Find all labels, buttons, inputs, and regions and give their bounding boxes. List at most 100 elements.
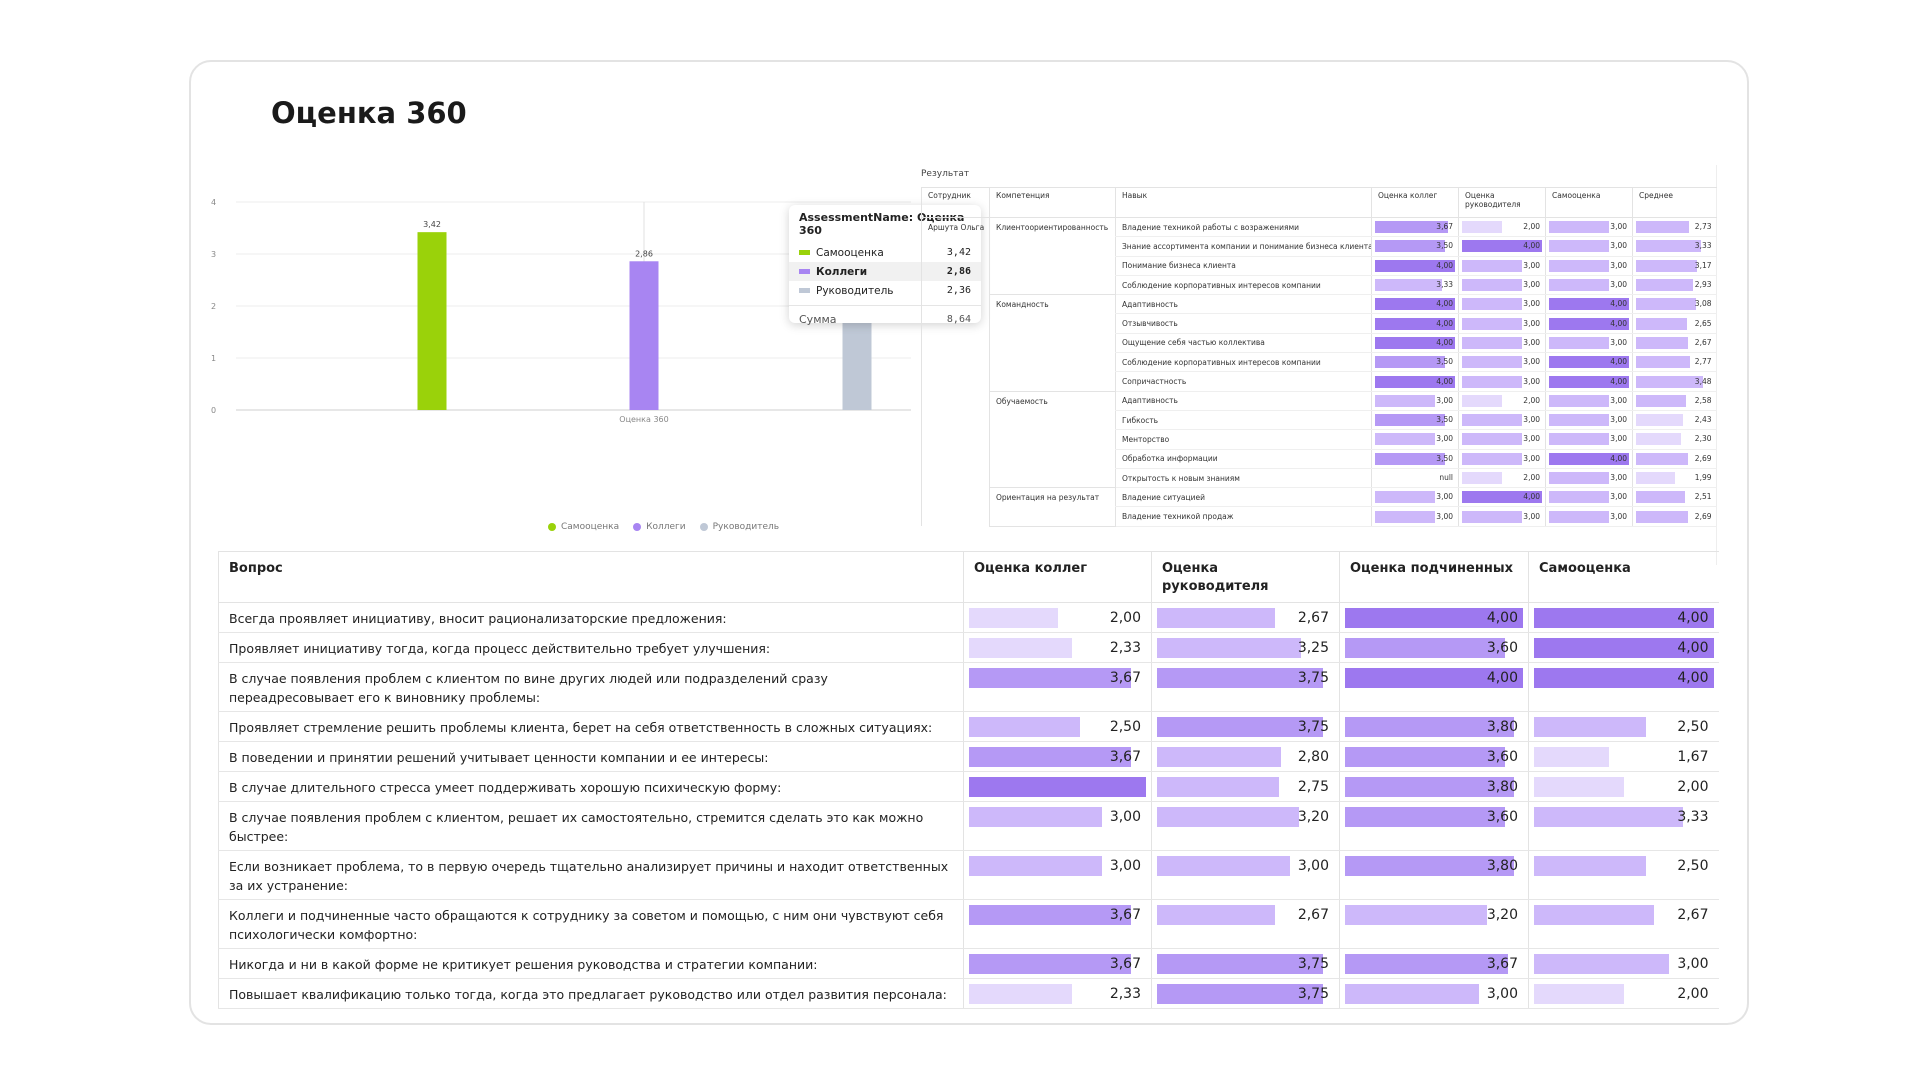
y-tick-label: 2 <box>211 302 216 311</box>
score-bar-cell: 3,00 <box>1462 375 1542 389</box>
score-cell: 3,00 <box>1371 487 1459 508</box>
score-cell: 2,50 <box>1528 711 1719 742</box>
score-value: 2,30 <box>1694 434 1712 444</box>
legend-item[interactable]: Руководитель <box>699 522 779 532</box>
result-table-header[interactable]: Среднее <box>1632 187 1717 218</box>
legend-item[interactable]: Самооценка <box>548 522 619 532</box>
competence-cell: Ориентация на результат <box>989 487 1116 527</box>
score-value: 3,67 <box>1109 749 1141 765</box>
questions-table-row: Коллеги и подчиненные часто обращаются к… <box>218 899 1719 949</box>
score-value: 3,17 <box>1694 260 1712 270</box>
score-cell: 3,20 <box>1151 801 1340 851</box>
score-value: 3,00 <box>1523 434 1540 444</box>
questions-table-row: Повышает квалификацию только тогда, когд… <box>218 978 1719 1009</box>
skill-cell: Гибкость <box>1115 410 1372 431</box>
score-cell: 3,67 <box>963 741 1152 772</box>
score-bar-cell: 3,50 <box>1375 239 1455 253</box>
questions-table-header[interactable]: Оценка руководителя <box>1151 551 1340 603</box>
score-bar <box>1462 240 1542 253</box>
result-table-header[interactable]: Самооценка <box>1545 187 1633 218</box>
score-value: 3,80 <box>1486 858 1518 874</box>
score-cell: 2,75 <box>1151 771 1340 802</box>
legend-label: Самооценка <box>561 522 620 532</box>
score-value: 3,00 <box>1297 858 1329 874</box>
score-bar-cell: 3,25 <box>1157 638 1334 661</box>
score-value: 4,00 <box>1436 260 1453 270</box>
question-cell: В случае появления проблем с клиентом по… <box>218 662 964 712</box>
score-cell: 3,08 <box>1632 294 1717 315</box>
score-cell: 2,69 <box>1632 506 1717 527</box>
bar-value-label: 3,42 <box>423 220 441 229</box>
result-table-header[interactable]: Компетенция <box>989 187 1116 218</box>
score-bar-cell: 4,00 <box>1375 336 1455 350</box>
score-value: 3,60 <box>1486 640 1518 656</box>
score-bar-cell: 3,60 <box>1345 807 1523 830</box>
result-table-row: Обучаемость Адаптивность 3,00 2,00 3,00 2,58 <box>922 391 1717 489</box>
result-table-row: Менторство 3,00 3,00 3,00 2,30 <box>922 429 1717 450</box>
score-cell: 3,50 <box>1371 236 1459 257</box>
questions-table-header[interactable]: Оценка коллег <box>963 551 1152 603</box>
score-bar <box>1157 608 1276 628</box>
score-bar <box>969 984 1073 1004</box>
result-table-header[interactable]: Оценка коллег <box>1371 187 1459 218</box>
question-cell: В поведении и принятии решений учитывает… <box>218 741 964 772</box>
score-value: 3,00 <box>1436 434 1453 444</box>
score-value: 4,00 <box>1610 453 1627 463</box>
score-value: 3,67 <box>1109 670 1141 686</box>
score-bar <box>1345 984 1479 1004</box>
score-bar <box>1345 717 1515 737</box>
score-cell: 3,50 <box>1371 410 1459 431</box>
score-bar-cell: 4,00 <box>1549 355 1629 369</box>
score-value: 2,00 <box>1677 986 1709 1002</box>
result-table-header[interactable]: Оценка руководителя <box>1458 187 1546 218</box>
score-bar <box>1157 807 1299 827</box>
bar-2[interactable] <box>629 261 659 410</box>
score-bar-cell: 4,00 <box>1549 297 1629 311</box>
score-bar <box>1157 777 1279 797</box>
score-cell: 3,00 <box>1545 275 1633 296</box>
result-table-row: Знание ассортимента компании и понимание… <box>922 236 1717 257</box>
bar-1[interactable] <box>417 232 447 410</box>
score-cell: 2,67 <box>1151 602 1340 633</box>
score-cell: 3,67 <box>1371 217 1459 238</box>
score-bar-cell: 3,67 <box>969 747 1146 770</box>
score-cell: 3,00 <box>1545 333 1633 354</box>
score-bar-cell: 3,00 <box>1462 432 1542 446</box>
score-cell: 3,00 <box>1458 449 1546 469</box>
score-bar-cell: 4,00 <box>1549 317 1629 331</box>
questions-table-row: Всегда проявляет инициативу, вносит раци… <box>218 602 1719 633</box>
questions-table-header[interactable]: Вопрос <box>218 551 964 603</box>
score-cell: 3,00 <box>1545 429 1633 450</box>
score-cell: 3,00 <box>1545 506 1633 527</box>
skill-cell: Соблюдение корпоративных интересов компа… <box>1115 275 1372 296</box>
skill-cell: Ощущение себя частью коллектива <box>1115 333 1372 354</box>
score-cell: 2,00 <box>1458 217 1546 238</box>
score-value: 3,33 <box>1694 241 1712 251</box>
score-cell: 3,25 <box>1151 632 1340 663</box>
score-bar <box>1549 240 1609 253</box>
result-table-header[interactable]: Сотрудник <box>921 187 990 218</box>
question-cell: Коллеги и подчиненные часто обращаются к… <box>218 899 964 949</box>
questions-table-header[interactable]: Самооценка <box>1528 551 1719 603</box>
score-value: 3,00 <box>1109 809 1141 825</box>
score-bar-cell: 4,00 <box>1345 668 1523 691</box>
score-bar <box>969 608 1058 628</box>
score-cell: 2,58 <box>1632 391 1717 411</box>
result-table-header[interactable]: Навык <box>1115 187 1372 218</box>
score-cell <box>963 771 1152 802</box>
skill-cell: Соблюдение корпоративных интересов компа… <box>1115 352 1372 373</box>
score-bar-cell: 3,33 <box>1636 239 1714 253</box>
skill-cell: Владение техникой продаж <box>1115 506 1372 527</box>
score-bar <box>1462 452 1522 465</box>
legend-item[interactable]: Коллеги <box>633 522 686 532</box>
score-cell: 3,00 <box>1528 948 1719 979</box>
y-tick-label: 1 <box>211 354 216 363</box>
score-cell: 3,00 <box>1458 410 1546 431</box>
score-value: 3,00 <box>1523 299 1540 309</box>
questions-table-row: Никогда и ни в какой форме не критикует … <box>218 948 1719 979</box>
score-bar <box>1549 414 1609 427</box>
questions-table-header[interactable]: Оценка подчиненных <box>1339 551 1529 603</box>
score-bar <box>1345 856 1515 876</box>
score-bar <box>1549 491 1609 504</box>
